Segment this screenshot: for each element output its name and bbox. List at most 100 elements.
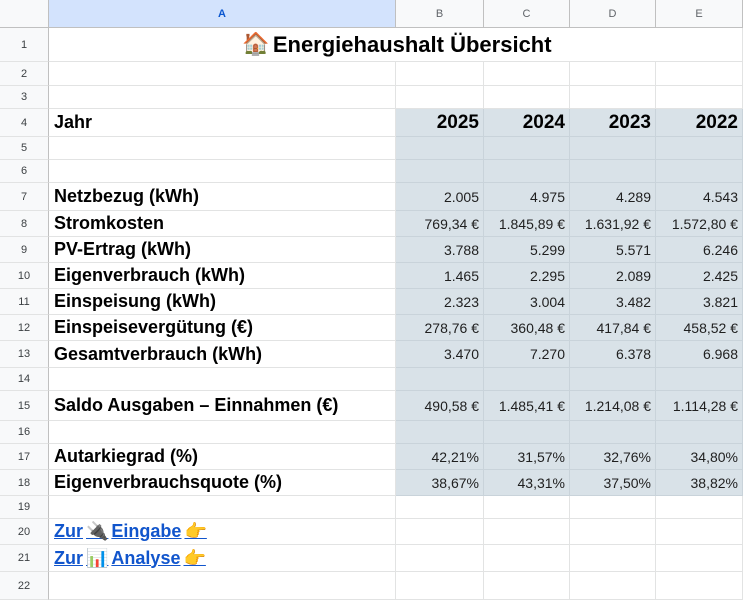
- empty-cell[interactable]: [656, 496, 743, 519]
- value-cell[interactable]: 490,58 €: [396, 391, 484, 421]
- row-label[interactable]: Einspeisung (kWh): [49, 289, 396, 315]
- year-header-2024[interactable]: 2024: [484, 109, 570, 137]
- value-cell[interactable]: 2.295: [484, 263, 570, 289]
- empty-cell[interactable]: [656, 137, 743, 160]
- empty-cell[interactable]: [484, 496, 570, 519]
- row-label[interactable]: Netzbezug (kWh): [49, 183, 396, 211]
- value-cell[interactable]: 3.788: [396, 237, 484, 263]
- row-header-22[interactable]: 22: [0, 572, 49, 600]
- empty-cell[interactable]: [484, 86, 570, 109]
- row-label[interactable]: Eigenverbrauchsquote (%): [49, 470, 396, 496]
- value-cell[interactable]: 1.485,41 €: [484, 391, 570, 421]
- empty-cell[interactable]: [396, 572, 484, 600]
- row-header-8[interactable]: 8: [0, 211, 49, 237]
- column-header-d[interactable]: D: [570, 0, 656, 28]
- empty-cell[interactable]: [656, 86, 743, 109]
- row-header-2[interactable]: 2: [0, 62, 49, 86]
- row-header-18[interactable]: 18: [0, 470, 49, 496]
- empty-cell[interactable]: [396, 545, 484, 572]
- value-cell[interactable]: 278,76 €: [396, 315, 484, 341]
- empty-cell[interactable]: [484, 519, 570, 545]
- value-cell[interactable]: 5.571: [570, 237, 656, 263]
- empty-cell[interactable]: [570, 572, 656, 600]
- empty-cell[interactable]: [396, 137, 484, 160]
- empty-cell[interactable]: [484, 572, 570, 600]
- value-cell[interactable]: 42,21%: [396, 444, 484, 470]
- row-header-13[interactable]: 13: [0, 341, 49, 368]
- column-header-e[interactable]: E: [656, 0, 743, 28]
- value-cell[interactable]: 2.323: [396, 289, 484, 315]
- empty-cell[interactable]: [570, 62, 656, 86]
- value-cell[interactable]: 4.543: [656, 183, 743, 211]
- value-cell[interactable]: 3.482: [570, 289, 656, 315]
- empty-cell[interactable]: [570, 496, 656, 519]
- empty-cell[interactable]: [396, 86, 484, 109]
- value-cell[interactable]: 1.845,89 €: [484, 211, 570, 237]
- value-cell[interactable]: 6.378: [570, 341, 656, 368]
- value-cell[interactable]: 43,31%: [484, 470, 570, 496]
- empty-cell[interactable]: [656, 421, 743, 444]
- value-cell[interactable]: 4.289: [570, 183, 656, 211]
- value-cell[interactable]: 6.968: [656, 341, 743, 368]
- empty-cell[interactable]: [49, 368, 396, 391]
- empty-cell[interactable]: [656, 160, 743, 183]
- empty-cell[interactable]: [396, 368, 484, 391]
- row-label[interactable]: PV-Ertrag (kWh): [49, 237, 396, 263]
- value-cell[interactable]: 458,52 €: [656, 315, 743, 341]
- empty-cell[interactable]: [396, 62, 484, 86]
- link-zur-eingabe[interactable]: Zur 🔌 Eingabe 👉: [49, 519, 396, 545]
- value-cell[interactable]: 7.270: [484, 341, 570, 368]
- value-cell[interactable]: 34,80%: [656, 444, 743, 470]
- column-header-a[interactable]: A: [49, 0, 396, 28]
- value-cell[interactable]: 6.246: [656, 237, 743, 263]
- empty-cell[interactable]: [49, 421, 396, 444]
- value-cell[interactable]: 37,50%: [570, 470, 656, 496]
- empty-cell[interactable]: [656, 572, 743, 600]
- row-label[interactable]: Stromkosten: [49, 211, 396, 237]
- value-cell[interactable]: 1.572,80 €: [656, 211, 743, 237]
- year-header-2022[interactable]: 2022: [656, 109, 743, 137]
- empty-cell[interactable]: [49, 62, 396, 86]
- value-cell[interactable]: 31,57%: [484, 444, 570, 470]
- value-cell[interactable]: 769,34 €: [396, 211, 484, 237]
- value-cell[interactable]: 38,67%: [396, 470, 484, 496]
- empty-cell[interactable]: [49, 137, 396, 160]
- empty-cell[interactable]: [570, 421, 656, 444]
- empty-cell[interactable]: [570, 86, 656, 109]
- row-label[interactable]: Eigenverbrauch (kWh): [49, 263, 396, 289]
- row-header-1[interactable]: 1: [0, 28, 49, 62]
- select-all-corner[interactable]: [0, 0, 49, 28]
- row-header-20[interactable]: 20: [0, 519, 49, 545]
- empty-cell[interactable]: [396, 519, 484, 545]
- row-header-9[interactable]: 9: [0, 237, 49, 263]
- row-header-6[interactable]: 6: [0, 160, 49, 183]
- year-header-2025[interactable]: 2025: [396, 109, 484, 137]
- row-header-19[interactable]: 19: [0, 496, 49, 519]
- empty-cell[interactable]: [484, 421, 570, 444]
- empty-cell[interactable]: [49, 160, 396, 183]
- row-header-10[interactable]: 10: [0, 263, 49, 289]
- value-cell[interactable]: 5.299: [484, 237, 570, 263]
- empty-cell[interactable]: [396, 496, 484, 519]
- column-header-c[interactable]: C: [484, 0, 570, 28]
- row-label[interactable]: Gesamtverbrauch (kWh): [49, 341, 396, 368]
- row-header-21[interactable]: 21: [0, 545, 49, 572]
- value-cell[interactable]: 3.004: [484, 289, 570, 315]
- empty-cell[interactable]: [570, 160, 656, 183]
- row-header-12[interactable]: 12: [0, 315, 49, 341]
- row-header-17[interactable]: 17: [0, 444, 49, 470]
- empty-cell[interactable]: [570, 545, 656, 572]
- value-cell[interactable]: 1.214,08 €: [570, 391, 656, 421]
- empty-cell[interactable]: [570, 519, 656, 545]
- row-label[interactable]: Autarkiegrad (%): [49, 444, 396, 470]
- empty-cell[interactable]: [570, 368, 656, 391]
- row-header-14[interactable]: 14: [0, 368, 49, 391]
- empty-cell[interactable]: [484, 62, 570, 86]
- value-cell[interactable]: 3.821: [656, 289, 743, 315]
- empty-cell[interactable]: [656, 519, 743, 545]
- row-header-16[interactable]: 16: [0, 421, 49, 444]
- row-header-4[interactable]: 4: [0, 109, 49, 137]
- row-header-7[interactable]: 7: [0, 183, 49, 211]
- value-cell[interactable]: 1.631,92 €: [570, 211, 656, 237]
- row-header-15[interactable]: 15: [0, 391, 49, 421]
